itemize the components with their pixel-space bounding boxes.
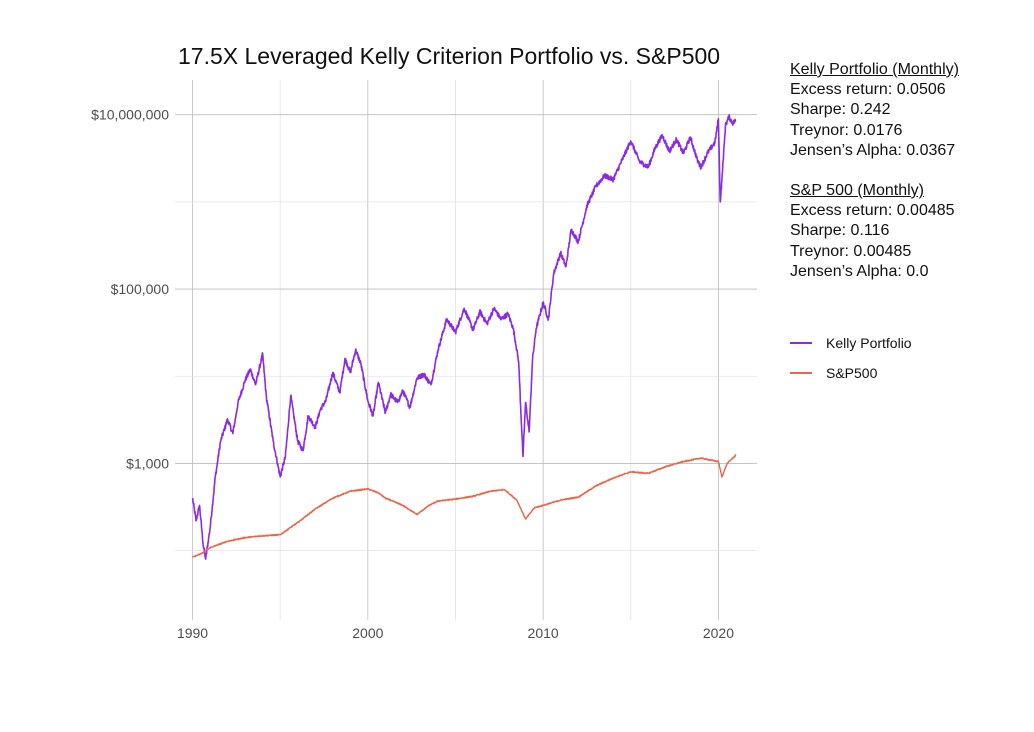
series-lines bbox=[191, 114, 737, 560]
x-tick-label: 2000 bbox=[352, 625, 383, 641]
sp500-treynor: Treynor: 0.00485 bbox=[790, 242, 912, 260]
kelly-stats-heading: Kelly Portfolio (Monthly) bbox=[790, 61, 959, 78]
kelly-jensen-alpha: Jensen’s Alpha: 0.0367 bbox=[790, 141, 956, 159]
kelly-sharpe: Sharpe: 0.242 bbox=[790, 101, 891, 119]
series-line-sp500 bbox=[192, 454, 737, 558]
legend-label-kelly: Kelly Portfolio bbox=[826, 335, 912, 351]
grid-lines bbox=[175, 80, 757, 620]
legend-label-sp500: S&P500 bbox=[826, 365, 878, 381]
legend-key-sp500 bbox=[790, 372, 812, 374]
series-line-kelly bbox=[191, 114, 737, 560]
sp500-excess-return: Excess return: 0.00485 bbox=[790, 202, 955, 220]
legend-key-kelly bbox=[790, 342, 812, 344]
x-tick-label: 1990 bbox=[177, 625, 208, 641]
sp500-sharpe: Sharpe: 0.116 bbox=[790, 222, 890, 240]
y-tick-label: $1,000 bbox=[126, 455, 169, 471]
y-tick-label: $10,000,000 bbox=[91, 107, 169, 123]
x-tick-label: 2020 bbox=[703, 625, 734, 641]
kelly-excess-return: Excess return: 0.0506 bbox=[790, 81, 946, 99]
chart-title: 17.5X Leveraged Kelly Criterion Portfoli… bbox=[178, 43, 720, 69]
sp500-stats-heading: S&P 500 (Monthly) bbox=[790, 182, 924, 200]
sp500-jensen-alpha: Jensen’s Alpha: 0.0 bbox=[790, 262, 929, 280]
stats-panel: Kelly Portfolio (Monthly) Excess return:… bbox=[790, 60, 959, 282]
legend-item-kelly: Kelly Portfolio bbox=[790, 328, 912, 358]
axis-ticks: 1990 2000 2010 2020 $1,000 $100,000 $10,000,00… bbox=[91, 107, 734, 641]
x-tick-label: 2010 bbox=[528, 625, 559, 641]
y-tick-label: $100,000 bbox=[111, 281, 170, 297]
legend-item-sp500: S&P500 bbox=[790, 358, 912, 388]
kelly-treynor: Treynor: 0.0176 bbox=[790, 121, 903, 139]
legend: Kelly Portfolio S&P500 bbox=[790, 328, 912, 388]
stats-spacer bbox=[790, 161, 959, 181]
